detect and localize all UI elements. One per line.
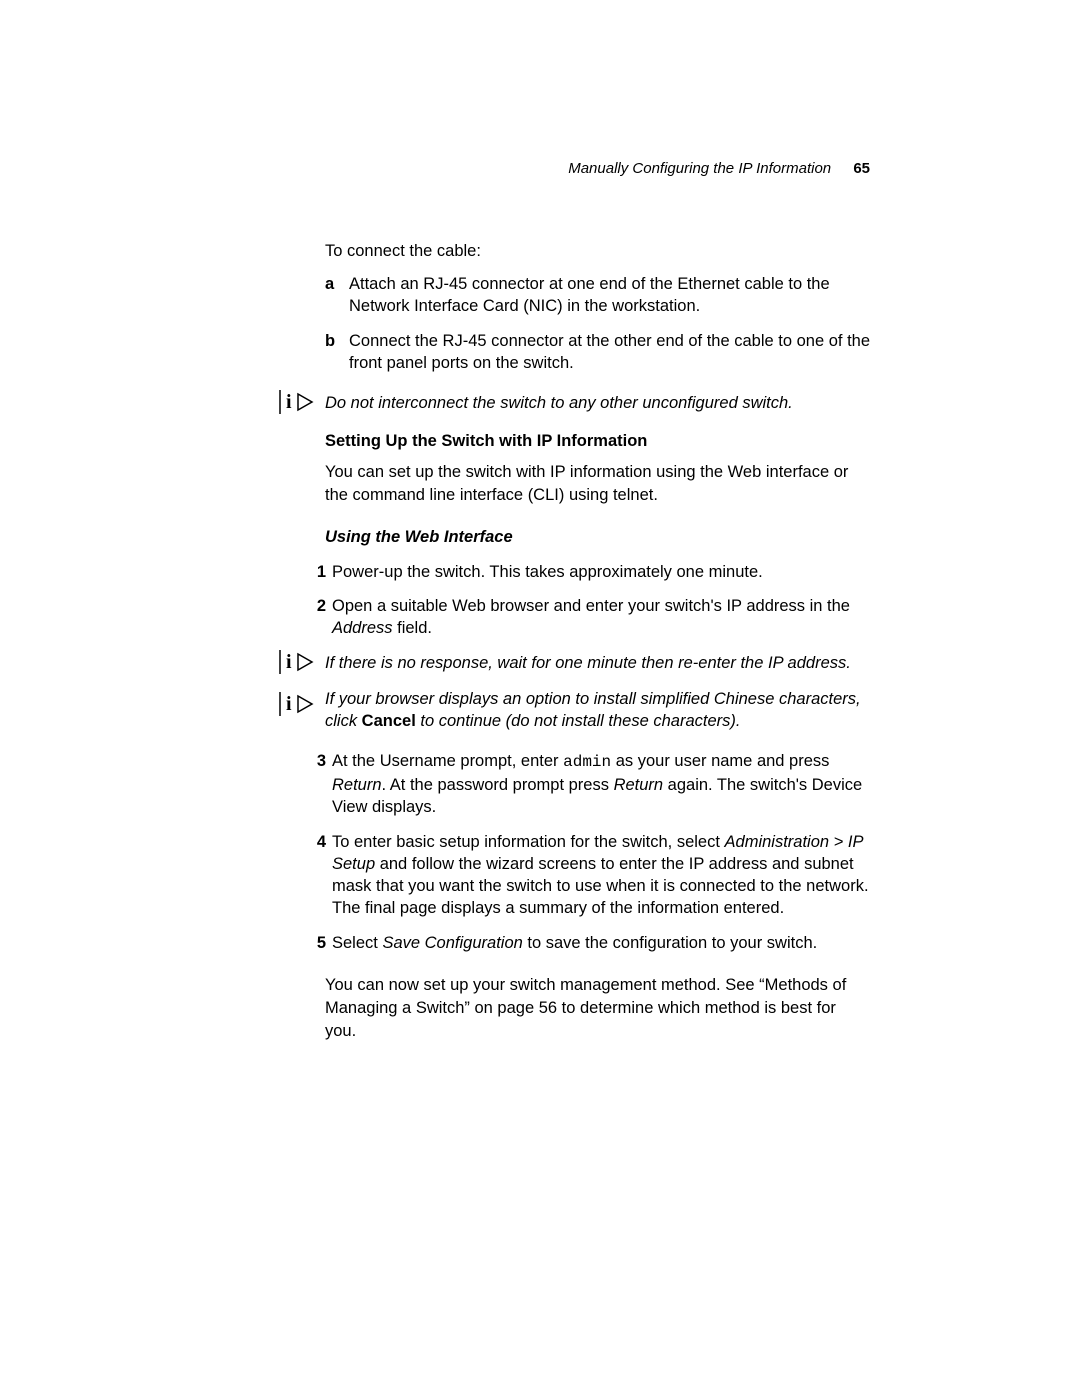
closing-paragraph: You can now set up your switch managemen… xyxy=(325,974,870,1043)
info-note: i If your browser displays an option to … xyxy=(280,688,870,733)
running-title: Manually Configuring the IP Information xyxy=(568,160,831,177)
note-text: Do not interconnect the switch to any ot… xyxy=(325,392,793,414)
note-text: If your browser displays an option to in… xyxy=(325,688,870,733)
sub-heading: Using the Web Interface xyxy=(325,528,870,547)
page-number: 65 xyxy=(853,160,870,177)
list-text: Attach an RJ-45 connector at one end of … xyxy=(349,273,870,318)
list-marker: b xyxy=(325,330,349,375)
numbered-list: 1 Power-up the switch. This takes approx… xyxy=(302,561,870,640)
svg-text:i: i xyxy=(286,391,292,413)
list-item: 3 At the Username prompt, enter admin as… xyxy=(302,750,870,818)
list-marker: 5 xyxy=(302,932,326,954)
running-header: Manually Configuring the IP Information … xyxy=(280,160,870,177)
list-marker: 3 xyxy=(302,750,326,818)
list-item: 4 To enter basic setup information for t… xyxy=(302,831,870,920)
info-note: i If there is no response, wait for one … xyxy=(280,652,870,674)
list-marker: 1 xyxy=(302,561,326,583)
intro-text: To connect the cable: xyxy=(325,242,870,261)
list-marker: a xyxy=(325,273,349,318)
list-item: 5 Select Save Configuration to save the … xyxy=(302,932,870,954)
list-text: Power-up the switch. This takes approxim… xyxy=(332,561,870,583)
svg-text:i: i xyxy=(286,693,292,715)
list-text: To enter basic setup information for the… xyxy=(332,831,870,920)
alpha-list: a Attach an RJ-45 connector at one end o… xyxy=(325,273,870,374)
svg-text:i: i xyxy=(286,651,292,673)
list-item: a Attach an RJ-45 connector at one end o… xyxy=(325,273,870,318)
list-marker: 2 xyxy=(302,595,326,640)
info-icon: i xyxy=(278,690,316,718)
section-heading: Setting Up the Switch with IP Informatio… xyxy=(325,432,870,451)
section-paragraph: You can set up the switch with IP inform… xyxy=(325,461,870,506)
info-note: i Do not interconnect the switch to any … xyxy=(280,392,870,414)
list-text: At the Username prompt, enter admin as y… xyxy=(332,750,870,818)
info-icon: i xyxy=(278,648,316,676)
page-content: To connect the cable: a Attach an RJ-45 … xyxy=(280,242,870,1043)
list-item: 1 Power-up the switch. This takes approx… xyxy=(302,561,870,583)
list-text: Connect the RJ-45 connector at the other… xyxy=(349,330,870,375)
list-marker: 4 xyxy=(302,831,326,920)
info-icon: i xyxy=(278,388,316,416)
document-page: Manually Configuring the IP Information … xyxy=(0,0,1080,1043)
list-item: b Connect the RJ-45 connector at the oth… xyxy=(325,330,870,375)
numbered-list-continued: 3 At the Username prompt, enter admin as… xyxy=(302,750,870,953)
note-text: If there is no response, wait for one mi… xyxy=(325,652,851,674)
list-text: Select Save Configuration to save the co… xyxy=(332,932,870,954)
list-text: Open a suitable Web browser and enter yo… xyxy=(332,595,870,640)
list-item: 2 Open a suitable Web browser and enter … xyxy=(302,595,870,640)
